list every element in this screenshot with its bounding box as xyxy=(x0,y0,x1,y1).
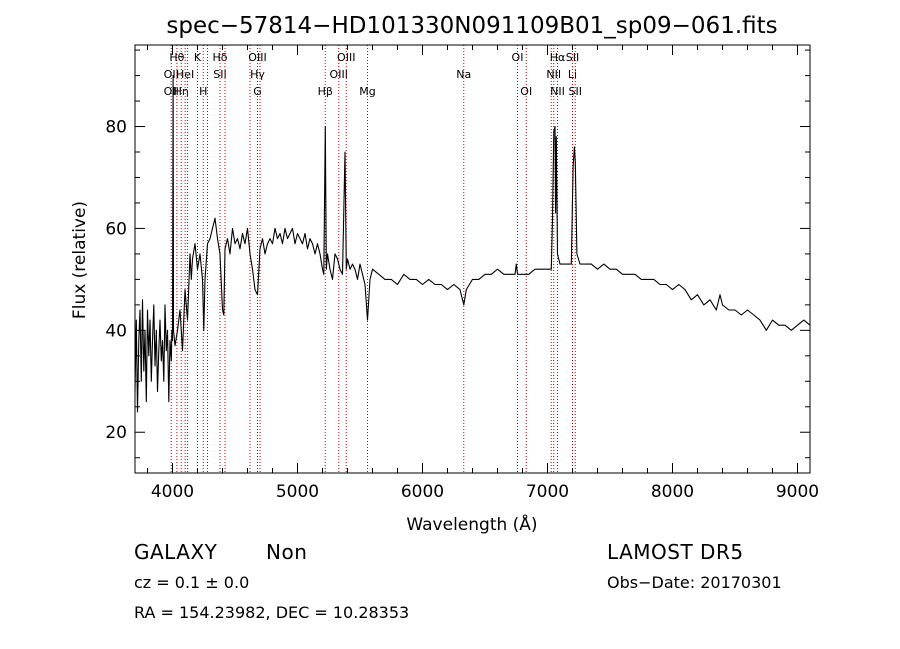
line-label: OIII xyxy=(248,51,266,64)
object-subclass: Non xyxy=(266,540,308,564)
line-label: OI xyxy=(512,51,524,64)
x-tick-label: 9000 xyxy=(776,482,819,502)
line-label: Na xyxy=(456,68,471,81)
y-tick-label: 20 xyxy=(105,423,127,443)
line-label: Hη xyxy=(174,85,189,98)
line-label: Hβ xyxy=(318,85,333,98)
line-label: Hα xyxy=(550,51,566,64)
x-tick-label: 8000 xyxy=(651,482,694,502)
y-tick-label: 60 xyxy=(105,219,127,239)
observation-date: Obs−Date: 20170301 xyxy=(607,573,782,592)
line-label: OII xyxy=(164,68,179,81)
chart-title: spec−57814−HD101330N091109B01_sp09−061.f… xyxy=(166,13,777,39)
x-axis-label: Wavelength (Å) xyxy=(406,513,537,535)
line-label: SII xyxy=(566,51,579,64)
redshift-cz: cz = 0.1 ± 0.0 xyxy=(134,573,250,592)
line-label: HeI xyxy=(176,68,194,81)
plot-frame xyxy=(134,44,811,474)
line-label: NII xyxy=(550,85,565,98)
line-label: K xyxy=(194,51,202,64)
line-label: OII xyxy=(164,85,179,98)
x-tick-label: 7000 xyxy=(526,482,569,502)
line-label: Hθ xyxy=(169,51,184,64)
line-label: Li xyxy=(568,68,577,81)
x-tick-label: 6000 xyxy=(401,482,444,502)
x-tick-label: 4000 xyxy=(151,482,194,502)
object-class: GALAXY xyxy=(134,540,218,564)
line-label: NII xyxy=(546,68,561,81)
ra-dec-coordinates: RA = 154.23982, DEC = 10.28353 xyxy=(134,603,410,622)
line-label: Hγ xyxy=(250,68,265,81)
line-label: OIII xyxy=(330,68,348,81)
line-label: OIII xyxy=(337,51,355,64)
spectrum-line xyxy=(134,75,811,413)
line-label: G xyxy=(253,85,262,98)
line-label: SII xyxy=(569,85,582,98)
y-axis-label: Flux (relative) xyxy=(70,201,90,319)
y-tick-label: 80 xyxy=(105,118,127,138)
line-label: H xyxy=(199,85,207,98)
y-tick-label: 40 xyxy=(105,321,127,341)
spectrum-series xyxy=(134,75,811,413)
line-label: Mg xyxy=(359,85,375,98)
line-label: OI xyxy=(520,85,532,98)
survey-name: LAMOST DR5 xyxy=(607,540,744,564)
line-label: Hδ xyxy=(212,51,227,64)
line-label: SII xyxy=(213,68,226,81)
x-tick-label: 5000 xyxy=(276,482,319,502)
axes: 4000 5000 6000 7000 8000 9000 20 40 60 80 xyxy=(105,45,819,502)
